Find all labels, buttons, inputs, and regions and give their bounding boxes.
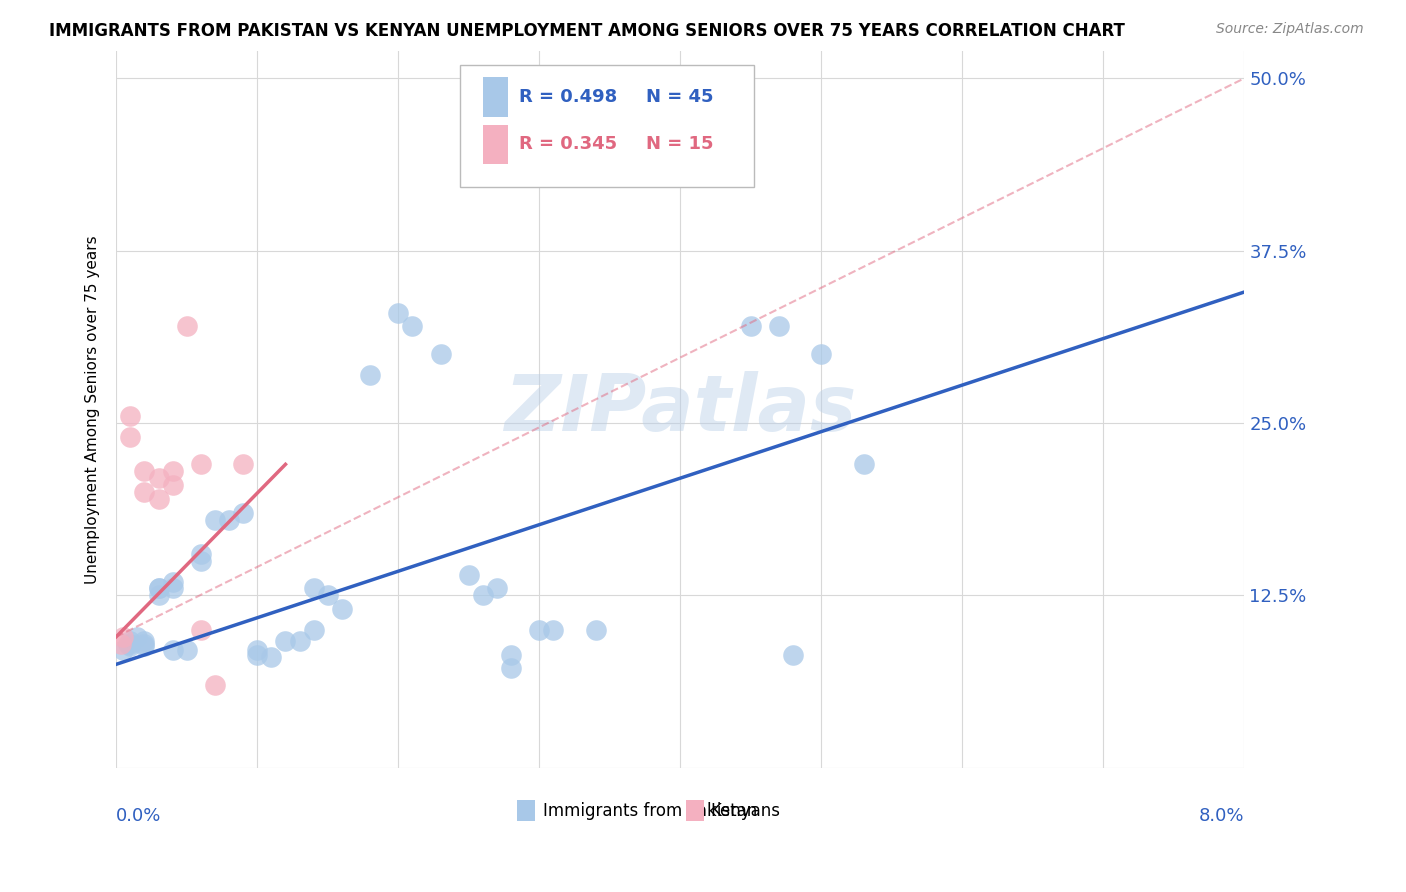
Text: Immigrants from Pakistan: Immigrants from Pakistan: [543, 802, 756, 820]
Point: [852, 458, 875, 472]
Point: [543, 623, 565, 637]
Point: [134, 637, 156, 651]
Point: [112, 643, 135, 657]
Text: R = 0.345: R = 0.345: [519, 136, 617, 153]
Point: [232, 458, 254, 472]
Point: [359, 368, 381, 382]
FancyBboxPatch shape: [460, 65, 754, 187]
FancyBboxPatch shape: [517, 800, 534, 822]
Point: [190, 458, 212, 472]
Point: [471, 588, 494, 602]
Point: [302, 582, 325, 596]
Point: [669, 112, 692, 127]
Point: [120, 633, 142, 648]
Text: 8.0%: 8.0%: [1199, 807, 1244, 825]
Point: [204, 678, 226, 692]
Point: [485, 582, 508, 596]
Point: [232, 506, 254, 520]
Point: [148, 588, 170, 602]
Text: IMMIGRANTS FROM PAKISTAN VS KENYAN UNEMPLOYMENT AMONG SENIORS OVER 75 YEARS CORR: IMMIGRANTS FROM PAKISTAN VS KENYAN UNEMP…: [49, 22, 1125, 40]
FancyBboxPatch shape: [482, 125, 508, 164]
Point: [218, 512, 240, 526]
Point: [120, 430, 142, 444]
Point: [316, 588, 339, 602]
Point: [457, 567, 479, 582]
Point: [302, 623, 325, 637]
Point: [134, 464, 156, 478]
Point: [110, 637, 132, 651]
Point: [148, 491, 170, 506]
Point: [204, 512, 226, 526]
Point: [120, 640, 142, 654]
Point: [162, 478, 184, 492]
Text: Kenyans: Kenyans: [711, 802, 780, 820]
Point: [112, 630, 135, 644]
Point: [176, 319, 198, 334]
Point: [127, 630, 149, 644]
Point: [501, 648, 523, 662]
Point: [148, 582, 170, 596]
Point: [117, 637, 139, 651]
Point: [162, 643, 184, 657]
Point: [148, 582, 170, 596]
Point: [260, 650, 283, 665]
Point: [190, 547, 212, 561]
Point: [641, 133, 664, 147]
Y-axis label: Unemployment Among Seniors over 75 years: Unemployment Among Seniors over 75 years: [86, 235, 100, 583]
Point: [387, 306, 409, 320]
Point: [274, 633, 297, 648]
Point: [162, 582, 184, 596]
Point: [134, 640, 156, 654]
Point: [246, 648, 269, 662]
Text: N = 15: N = 15: [647, 136, 714, 153]
Point: [288, 633, 311, 648]
Point: [768, 319, 790, 334]
Point: [401, 319, 423, 334]
FancyBboxPatch shape: [482, 78, 508, 117]
Point: [148, 471, 170, 485]
Text: ZIPatlas: ZIPatlas: [505, 371, 856, 447]
Point: [176, 643, 198, 657]
Text: N = 45: N = 45: [647, 88, 714, 106]
Point: [120, 637, 142, 651]
Point: [810, 347, 832, 361]
Point: [740, 319, 762, 334]
Point: [190, 623, 212, 637]
Text: R = 0.498: R = 0.498: [519, 88, 617, 106]
Point: [501, 661, 523, 675]
Text: Source: ZipAtlas.com: Source: ZipAtlas.com: [1216, 22, 1364, 37]
Point: [246, 643, 269, 657]
Point: [134, 633, 156, 648]
Point: [429, 347, 451, 361]
Point: [585, 623, 607, 637]
Point: [190, 554, 212, 568]
Point: [330, 602, 353, 616]
Text: 0.0%: 0.0%: [117, 807, 162, 825]
Point: [162, 574, 184, 589]
Point: [162, 464, 184, 478]
FancyBboxPatch shape: [686, 800, 704, 822]
Point: [782, 648, 804, 662]
Point: [120, 409, 142, 423]
Point: [529, 623, 551, 637]
Point: [134, 484, 156, 499]
